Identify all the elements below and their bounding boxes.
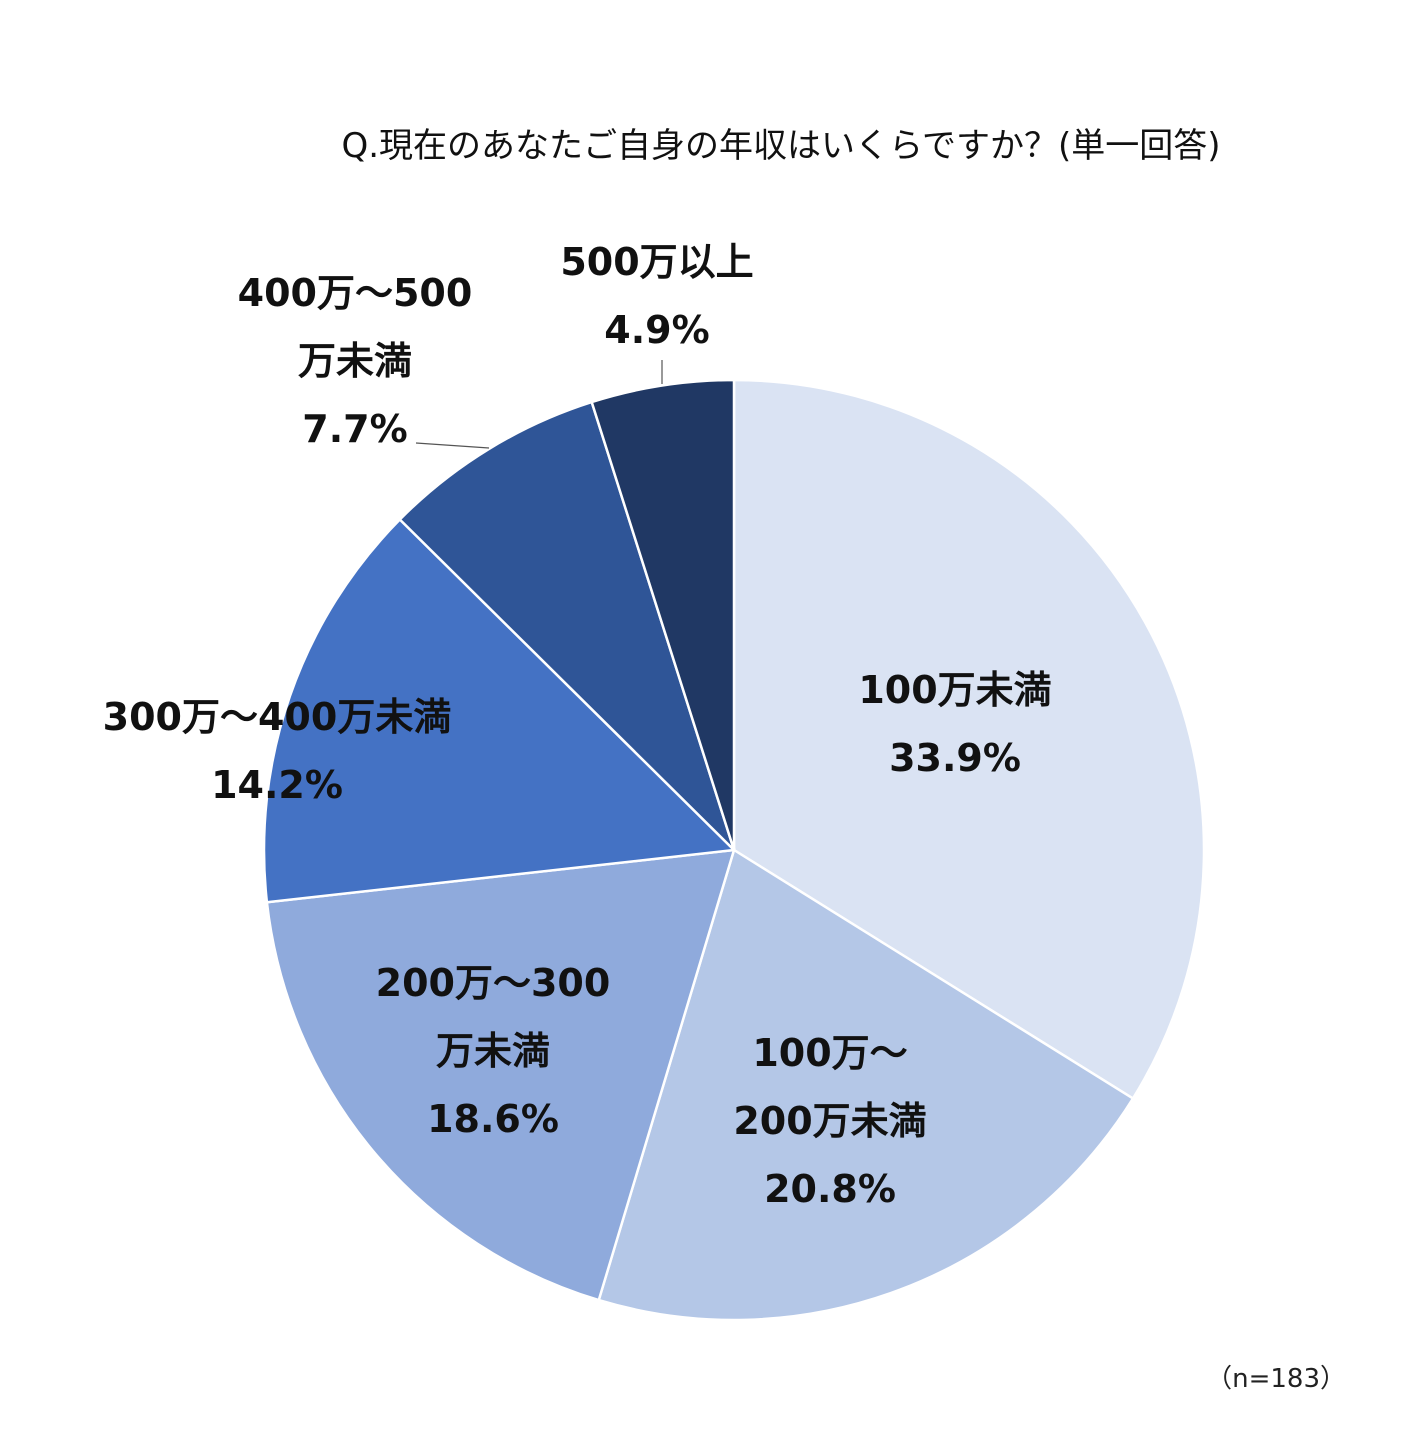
- slice-value-label: 33.9%: [889, 736, 1021, 780]
- pie-slice-3: [262, 517, 737, 904]
- slice-label-text: 200万～300: [375, 961, 611, 1005]
- slice-label-0: 100万未満 33.9%: [745, 656, 1165, 792]
- pie-slice-5: [590, 378, 736, 851]
- slice-label-text: 万未満: [435, 1029, 550, 1073]
- pie-slice-4: [398, 400, 736, 851]
- slice-value-label: 14.2%: [211, 763, 343, 807]
- slice-label-text: 100万未満: [858, 668, 1052, 712]
- slice-label-text: 万未満: [297, 339, 412, 383]
- slice-label-text: 500万以上: [560, 240, 754, 284]
- slice-value-label: 18.6%: [427, 1097, 559, 1141]
- slice-label-1: 100万～ 200万未満 20.8%: [620, 1019, 1040, 1223]
- slice-value-label: 4.9%: [604, 308, 710, 352]
- slice-label-3: 300万～400万未満 14.2%: [67, 683, 487, 819]
- slice-label-2: 200万～300 万未満 18.6%: [283, 949, 703, 1153]
- pie-slice-0: [732, 378, 1206, 1101]
- sample-size-note: （n=183）: [1206, 1364, 1346, 1394]
- pie-slice-2: [265, 848, 736, 1302]
- slice-label-text: 300万～400万未満: [102, 695, 452, 739]
- slice-label-text: 100万～: [752, 1031, 908, 1075]
- pie-slice-1: [597, 848, 1135, 1322]
- leader-line-4: [415, 442, 490, 449]
- slice-label-text: 400万～500: [237, 271, 473, 315]
- slice-label-5: 500万以上 4.9%: [447, 228, 867, 364]
- slice-label-text: 200万未満: [733, 1099, 927, 1143]
- slice-label-4: 400万～500 万未満 7.7%: [145, 259, 565, 463]
- slice-value-label: 7.7%: [302, 407, 408, 451]
- chart-title: Q.現在のあなたご自身の年収はいくらですか？(単一回答): [341, 126, 1221, 166]
- slice-value-label: 20.8%: [764, 1167, 896, 1211]
